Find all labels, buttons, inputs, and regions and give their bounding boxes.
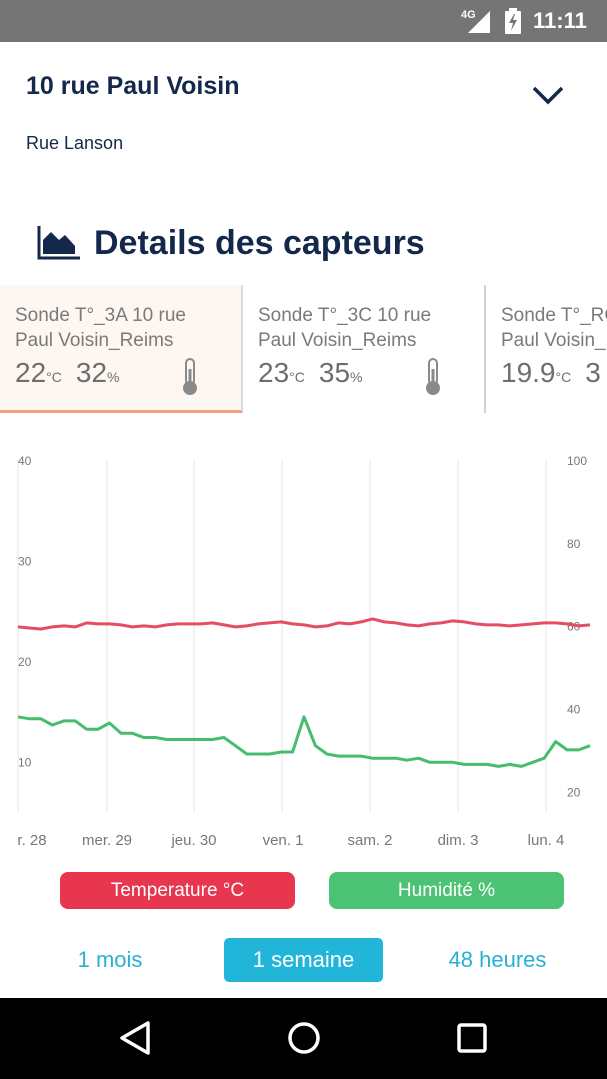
x-tick-label: sam. 2 [347,832,392,849]
y-left-tick-label: 40 [18,454,32,468]
recents-icon[interactable] [456,1020,488,1056]
range-month-button[interactable]: 1 mois [77,947,143,972]
site-title: 10 rue Paul Voisin [26,72,240,100]
home-icon[interactable] [286,1020,322,1056]
y-left-tick-label: 20 [18,655,32,669]
back-icon[interactable] [118,1020,152,1056]
sensor-humidity: 3 [585,357,601,388]
clock: 11:11 [533,8,587,33]
x-tick-label: r. 28 [17,832,46,849]
humidity-unit: % [107,369,120,385]
sensor-carousel[interactable]: Sonde T°_3A 10 rue Paul Voisin_Reims 22°… [0,285,607,413]
temperature-unit: °C [289,369,305,385]
x-tick-label: jeu. 30 [170,832,216,849]
sensor-card[interactable]: Sonde T°_3A 10 rue Paul Voisin_Reims 22°… [0,285,243,413]
sensor-humidity: 35 [318,357,351,388]
humidity-unit: % [350,369,363,385]
navigation-bar [0,998,607,1079]
site-subtitle: Rue Lanson [26,133,124,153]
humidity-legend-button[interactable]: Humidité % [329,872,564,909]
status-bar: 4G 11:11 [0,0,607,42]
x-tick-label: mer. 29 [82,832,132,849]
sensor-values: 19.9°C 3 [501,357,601,389]
y-right-tick-label: 100 [567,454,587,468]
signal-icon [468,11,490,33]
humidity-series-line [17,715,591,768]
thermometer-icon [426,358,440,395]
sensor-temperature: 19.9 [501,357,556,388]
x-tick-label: lun. 4 [528,832,565,849]
y-right-tick-label: 80 [567,537,581,551]
sensor-name: Sonde T°_3C 10 rue Paul Voisin_Reims [258,305,432,351]
sensor-card[interactable]: Sonde T°_RC Paul Voisin_ 19.9°C 3 [486,285,607,413]
x-tick-label: ven. 1 [263,832,304,849]
sensor-card[interactable]: Sonde T°_3C 10 rue Paul Voisin_Reims 23°… [243,285,486,413]
area-chart-icon [37,226,80,260]
range-48h-button[interactable]: 48 heures [448,947,547,972]
temperature-unit: °C [555,369,572,385]
y-right-tick-label: 40 [567,702,581,716]
sensor-name: Sonde T°_RC Paul Voisin_ [501,305,607,351]
battery-charging-icon [505,8,521,34]
section-title: Details des capteurs [94,224,425,262]
sensor-temperature: 23 [258,357,290,388]
y-right-tick-label: 20 [567,785,581,799]
temperature-series-line [17,617,591,631]
temperature-unit: °C [46,369,62,385]
y-left-tick-label: 30 [18,555,32,569]
sensor-name: Sonde T°_3A 10 rue Paul Voisin_Reims [15,305,186,351]
temperature-legend-button[interactable]: Temperature °C [60,872,295,909]
sensor-temperature: 22 [15,357,47,388]
thermometer-icon [183,358,197,395]
network-indicator: 4G [461,9,476,21]
range-week-button[interactable]: 1 semaine [224,938,383,982]
chevron-down-icon[interactable] [530,82,566,108]
x-tick-label: dim. 3 [438,832,479,849]
sensor-values: 23°C 35% [258,357,376,389]
sensor-values: 22°C 32% [15,357,133,389]
y-left-tick-label: 10 [18,756,32,770]
sensor-humidity: 32 [75,357,108,388]
